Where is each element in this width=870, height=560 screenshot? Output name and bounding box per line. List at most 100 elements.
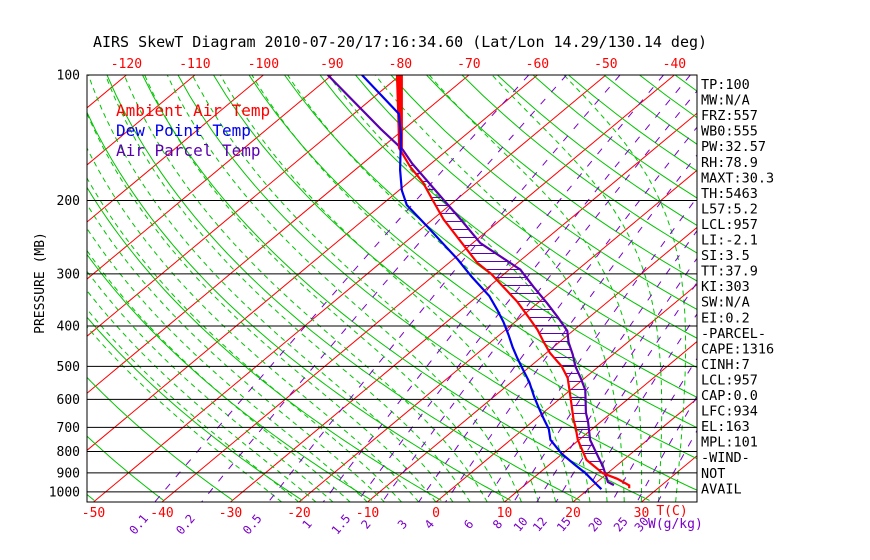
dry-adiabat-line [390,75,697,310]
chart-title: AIRS SkewT Diagram 2010-07-20/17:16:34.6… [93,33,707,51]
stats-line: LCL:957 [701,217,758,233]
sounding-curves-group [327,75,631,490]
stats-line: FRZ:557 [701,108,758,124]
stats-line: TP:100 [701,77,750,93]
top-temp-tick-label: -110 [179,57,210,72]
stats-line: MPL:101 [701,435,758,451]
isotherm-line [87,75,333,280]
plot-border [86,74,698,503]
isotherm-line [367,226,697,502]
top-temp-tick-label: -40 [663,57,686,72]
isotherm-line [93,75,607,502]
pressure-tick-label: 300 [57,267,80,282]
stats-line: TH:5463 [701,186,758,202]
bottom-temp-tick-label: 30 [634,506,650,521]
legend-dewpoint: Dew Point Temp [116,121,251,140]
moist-adiabat-line [287,75,591,502]
top-temp-tick-label: -60 [526,57,549,72]
mixing-ratio-tick-label: 1.5 [329,512,354,538]
top-temp-tick-label: -80 [389,57,412,72]
stats-line: LCL:957 [701,372,758,388]
pressure-tick-label: 400 [57,319,80,334]
dry-adiabat-line [177,75,697,491]
mixing-axis-label: W(g/kg) [648,517,703,532]
top-temp-tick-label: -50 [594,57,617,72]
stats-line: MAXT:30.3 [701,170,774,186]
stats-line: L57:5.2 [701,201,758,217]
moist-adiabat-line [87,227,368,502]
pressure-tick-label: 500 [57,360,80,375]
mixing-ratio-tick-label: 25 [611,514,631,534]
moist-adiabat-line [87,203,385,502]
mixing-ratio-tick-label: 0.1 [126,512,151,538]
stats-line: CINH:7 [701,357,750,373]
isotherm-line [87,75,196,166]
dry-adiabat-line [87,111,511,501]
stats-line: -PARCEL- [701,326,766,342]
pressure-axis-label: PRESSURE (MB) [33,232,48,334]
pressure-tick-label: 1000 [49,485,80,500]
legend-parcel: Air Parcel Temp [116,141,261,160]
dry-adiabat-line [497,75,697,227]
stats-line: LFC:934 [701,404,758,420]
top-temp-tick-label: -90 [320,57,343,72]
isotherm-line [572,398,697,502]
stats-line: MW:N/A [701,93,750,109]
bottom-temp-tick-label: 10 [497,506,513,521]
mixing-ratio-tick-label: 0.5 [240,512,265,538]
mixing-ratio-tick-label: 0.2 [173,512,198,538]
stats-line: TT:37.9 [701,264,758,280]
dew-point-temp-curve [361,75,603,490]
pressure-tick-label: 200 [57,194,80,209]
stats-line: SW:N/A [701,295,750,311]
legend-ambient: Ambient Air Temp [116,101,270,120]
stats-line: PW:32.57 [701,139,766,155]
dry-adiabat-line [87,376,234,501]
mixing-ratio-tick-label: 12 [530,514,550,534]
stats-line: SI:3.5 [701,248,750,264]
isotherm-line [230,112,697,502]
ambient-air-temp-curve [395,75,631,489]
dry-adiabat-line [248,75,697,429]
top-temp-tick-label: -100 [248,57,279,72]
temp-axis-label: T(C) [656,504,687,519]
bottom-temp-tick-label: 20 [565,506,581,521]
isotherm-line [87,75,401,337]
mixing-ratio-tick-label: 10 [511,514,531,534]
stats-line: LI:-2.1 [701,233,758,249]
stats-line: EL:163 [701,419,750,435]
bottom-temp-tick-label: -10 [356,506,379,521]
top-temp-tick-label: -70 [457,57,480,72]
stats-line: KI:303 [701,279,750,295]
cape-hatch-group [410,164,603,470]
bottom-temp-tick-label: -30 [219,506,242,521]
dry-adiabat-line [106,75,581,501]
dry-adiabat-line [142,75,650,501]
air-parcel-temp-curve [327,75,615,487]
pressure-lines-group [87,74,697,493]
moist-adiabat-line [491,75,663,502]
stats-line: -WIND- [701,450,750,466]
stats-line: CAP:0.0 [701,388,758,404]
stats-panel: TP:100MW:N/AFRZ:557WB0:555PW:32.57RH:78.… [701,77,774,497]
mixing-ratio-tick-label: 20 [586,514,606,534]
bottom-temp-tick-label: -20 [287,506,310,521]
bottom-temp-tick-label: 0 [432,506,440,521]
dry-adiabat-line [426,75,697,282]
stats-line: CAPE:1316 [701,341,774,357]
pressure-tick-label: 900 [57,466,80,481]
bottom-temp-tick-label: -40 [150,506,173,521]
isotherm-line [87,75,127,109]
pressure-tick-label: 100 [57,69,80,84]
stats-line: WB0:555 [701,124,758,140]
mixing-ratio-line [513,229,697,502]
stats-line: EI:0.2 [701,310,750,326]
dry-adiabat-line [355,75,697,339]
moist-adiabat-line [166,75,522,502]
mixing-ratio-tick-label: 6 [461,517,476,532]
isotherm-line [87,75,538,451]
isotherm-line [161,75,675,502]
bottom-temp-tick-label: -50 [82,506,105,521]
stats-line: RH:78.9 [701,155,758,171]
